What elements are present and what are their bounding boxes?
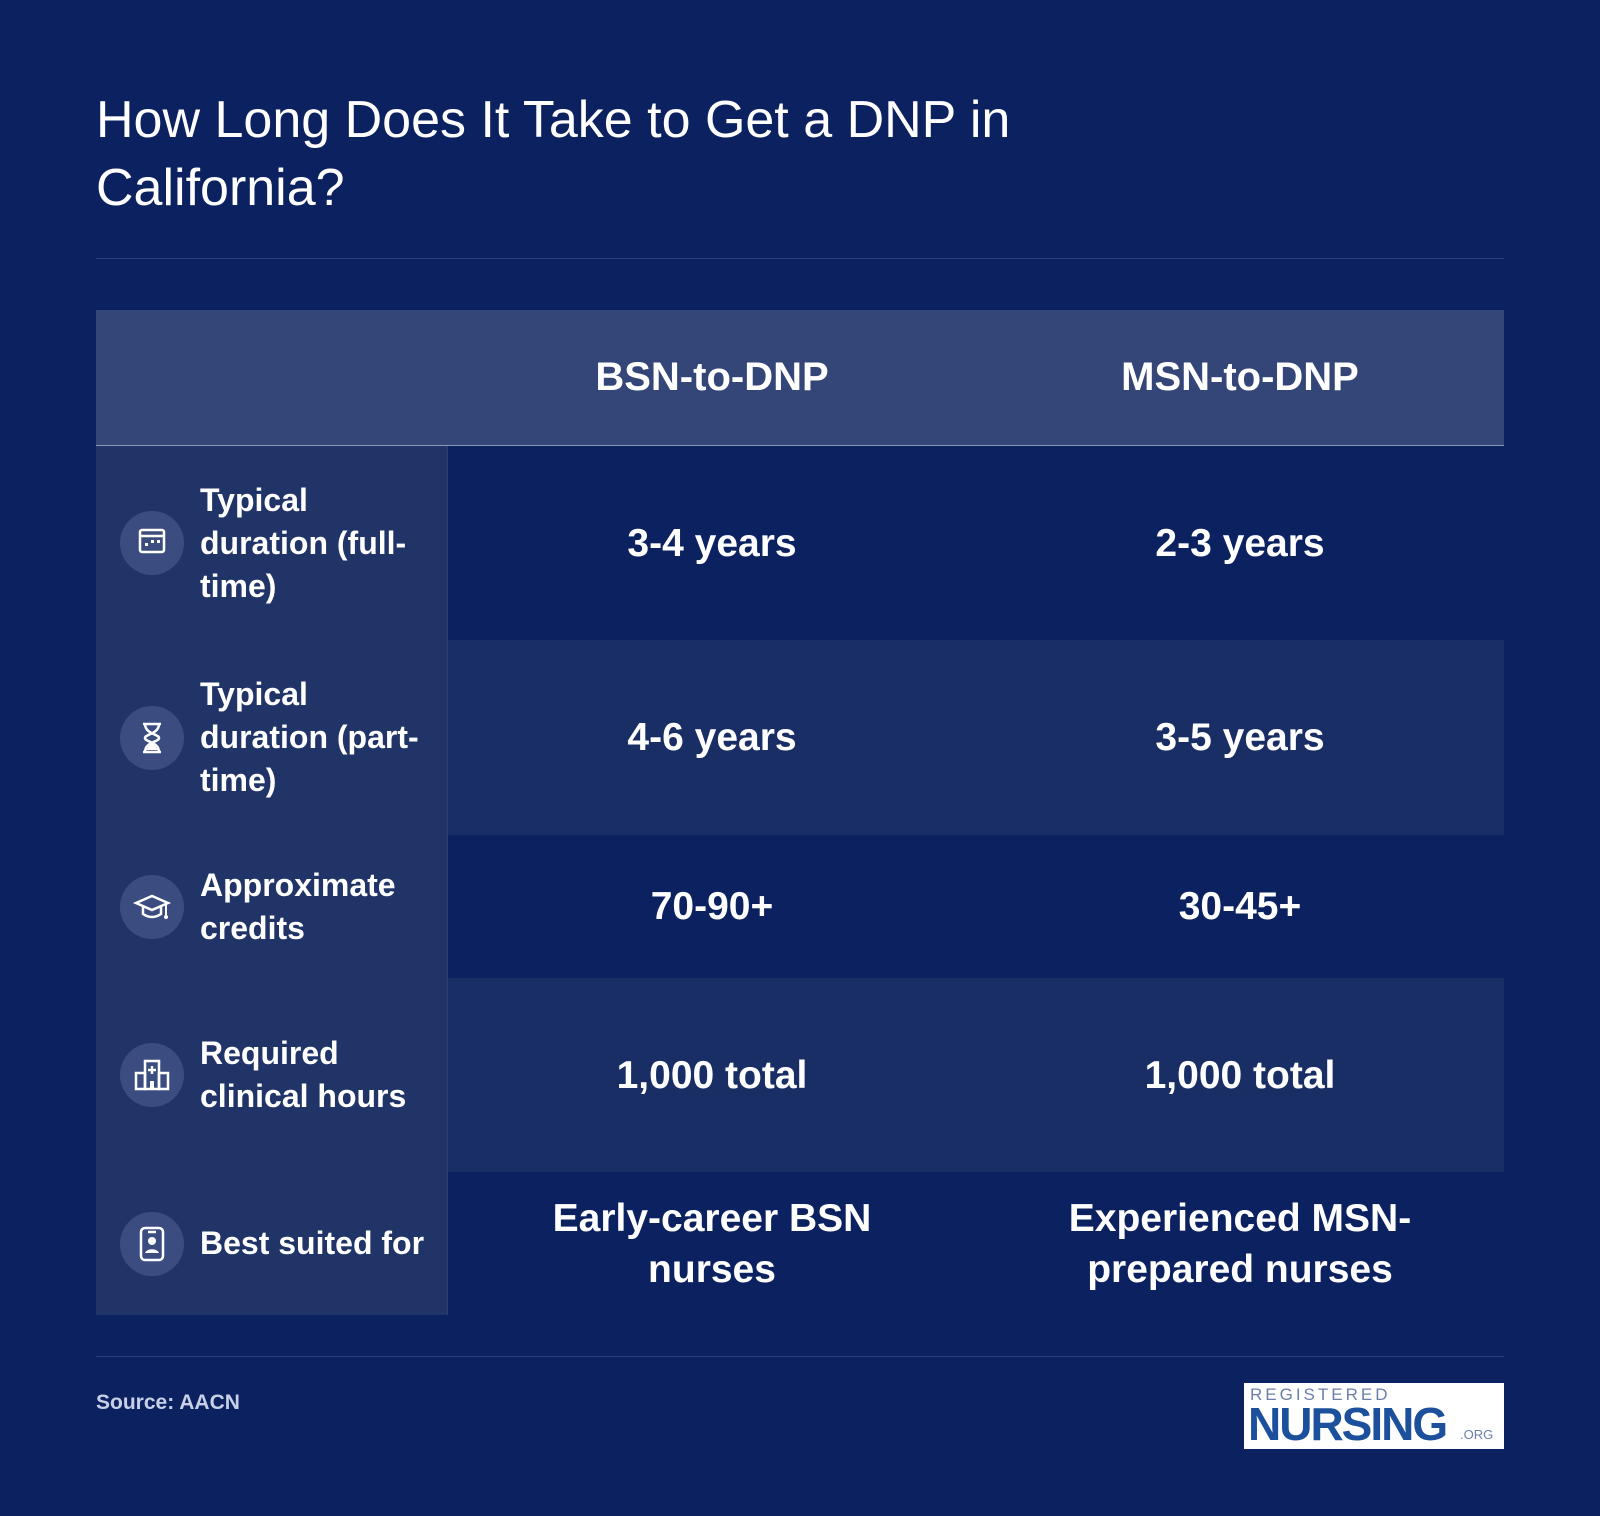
- table-cell: 3-4 years: [627, 521, 797, 565]
- row-label-wrap: Approximate credits: [96, 835, 448, 978]
- table-cell: 1,000 total: [1144, 1053, 1336, 1097]
- logo-suffix: .ORG: [1460, 1427, 1494, 1442]
- row-header: Typical duration (part-time): [96, 640, 448, 835]
- row-header: Typical duration (full-time): [96, 446, 448, 640]
- row-header: Best suited for: [96, 1172, 448, 1315]
- table-cell: 3-5 years: [1155, 716, 1325, 759]
- divider: [96, 1356, 1504, 1357]
- table-cell: Experienced MSN-prepared nurses: [1068, 1196, 1412, 1291]
- row-label: Typical duration (part-time): [200, 676, 419, 798]
- logo: REGISTERED NURSING .ORG: [1244, 1383, 1504, 1450]
- column-header: BSN-to-DNP: [595, 355, 829, 399]
- table-cell: 2-3 years: [1155, 521, 1325, 565]
- table-cell: Early-career BSN nurses: [552, 1196, 872, 1291]
- logo-main: NURSING: [1248, 1398, 1448, 1450]
- table-cell: 70-90+: [650, 885, 774, 928]
- row-icon: [120, 705, 184, 770]
- logo-top: REGISTERED: [1250, 1385, 1391, 1404]
- table-cell: 30-45+: [1178, 885, 1302, 928]
- table-row: Approximate credits 70-90+ 30-45+: [96, 835, 1504, 978]
- source: Source: AACN: [96, 1391, 240, 1414]
- row-label-wrap: Best suited for: [96, 1172, 448, 1315]
- row-label: Typical duration (full-time): [200, 481, 407, 604]
- divider: [96, 258, 1504, 259]
- row-label: Best suited for: [200, 1225, 425, 1261]
- row-label: Required clinical hours: [200, 1035, 407, 1114]
- column-header: MSN-to-DNP: [1121, 355, 1359, 399]
- row-label: Approximate credits: [200, 866, 396, 946]
- table-header: BSN-to-DNP MSN-to-DNP: [96, 310, 1504, 446]
- row-icon: [120, 511, 184, 575]
- table-row: Required clinical hours 1,000 total 1,000 …: [96, 978, 1504, 1172]
- row-header: Approximate credits: [96, 835, 448, 978]
- table-row: Typical duration (part-time) 4-6 years 3-5…: [96, 640, 1504, 835]
- row-icon: [120, 874, 184, 939]
- table-cell: 1,000 total: [616, 1053, 808, 1097]
- row-label-wrap: Required clinical hours: [96, 978, 448, 1172]
- row-label-wrap: Typical duration (part-time): [96, 640, 448, 835]
- row-header: Required clinical hours: [96, 978, 448, 1172]
- row-icon: [120, 1211, 184, 1276]
- row-label-wrap: Typical duration (full-time): [96, 446, 448, 640]
- row-icon: [120, 1043, 184, 1107]
- title: How Long Does It Take to Get a DNP in Ca…: [96, 91, 1011, 217]
- table-row: Typical duration (full-time) 3-4 years 2-3…: [96, 446, 1504, 640]
- table-cell: 4-6 years: [627, 716, 797, 759]
- table-row: Best suited for Early-career BSN nurses Ex…: [96, 1172, 1504, 1315]
